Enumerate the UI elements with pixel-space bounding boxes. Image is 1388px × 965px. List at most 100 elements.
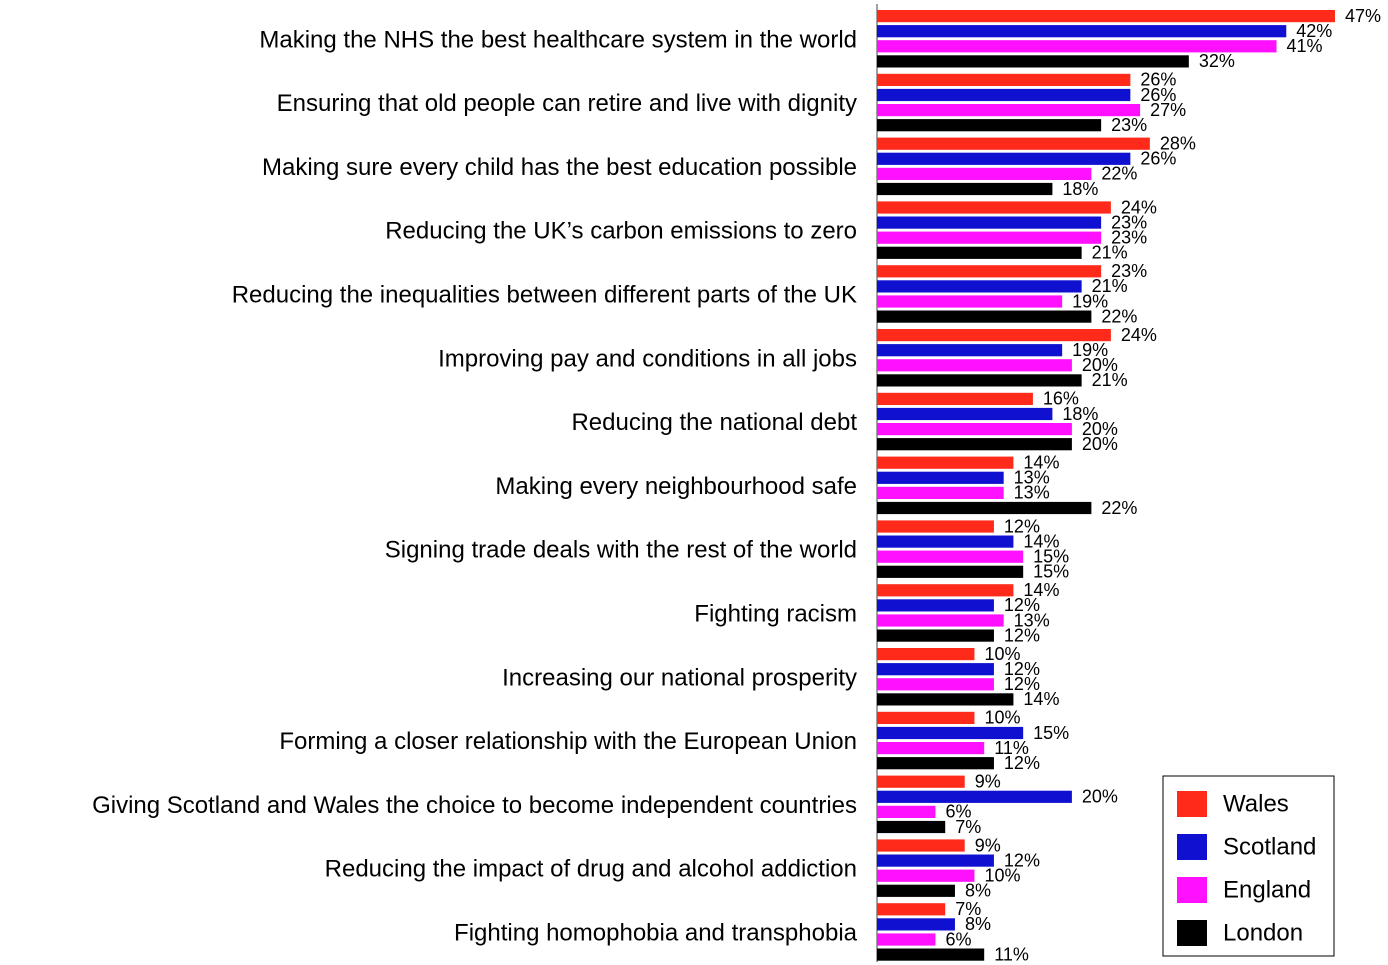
data-label-england: 11% [994, 738, 1029, 758]
data-label-scotland: 8% [965, 914, 991, 934]
data-label-scotland: 42% [1296, 21, 1332, 41]
bar-wales [877, 456, 1014, 469]
bar-wales [877, 73, 1131, 86]
data-label-wales: 24% [1121, 197, 1157, 217]
bar-scotland [877, 152, 1131, 165]
bar-england [877, 742, 985, 755]
bar-wales [877, 265, 1102, 278]
bar-london [877, 884, 955, 897]
data-label-scotland: 26% [1140, 85, 1176, 105]
bar-london [877, 820, 946, 834]
data-label-london: 14% [1023, 689, 1059, 709]
bar-wales [877, 329, 1111, 342]
data-label-wales: 24% [1121, 325, 1157, 345]
data-label-england: 12% [1004, 674, 1040, 694]
data-label-wales: 10% [984, 644, 1020, 664]
category-label: Improving pay and conditions in all jobs [438, 345, 857, 372]
data-label-london: 21% [1092, 243, 1128, 263]
data-label-london: 7% [955, 817, 981, 837]
bar-london [877, 246, 1082, 259]
legend-swatch-scotland [1177, 834, 1207, 860]
data-label-wales: 47% [1345, 6, 1381, 26]
bar-scotland [877, 344, 1063, 357]
legend-label-wales: Wales [1223, 790, 1289, 817]
data-label-london: 12% [1004, 625, 1040, 645]
category-label: Reducing the inequalities between differ… [232, 282, 857, 309]
bar-wales [877, 137, 1150, 150]
data-label-england: 22% [1101, 164, 1137, 184]
category-label: Making sure every child has the best edu… [262, 154, 857, 181]
bar-scotland [877, 216, 1102, 229]
bar-wales [877, 775, 965, 788]
data-label-scotland: 19% [1072, 340, 1108, 360]
data-label-wales: 7% [955, 899, 981, 919]
data-label-scotland: 13% [1014, 468, 1050, 488]
bar-scotland [877, 663, 994, 676]
data-label-scotland: 21% [1092, 276, 1128, 296]
bar-wales [877, 711, 975, 724]
data-label-england: 6% [945, 929, 971, 949]
legend-label-england: England [1223, 876, 1311, 903]
category-label: Fighting homophobia and transphobia [454, 920, 858, 947]
data-label-england: 20% [1082, 419, 1118, 439]
bar-london [877, 501, 1092, 515]
bar-london [877, 119, 1102, 132]
data-label-england: 10% [984, 865, 1020, 885]
bar-england [877, 231, 1102, 244]
legend-swatch-wales [1177, 791, 1207, 817]
data-label-wales: 26% [1140, 70, 1176, 90]
legend-label-london: London [1223, 919, 1303, 946]
bar-england [877, 104, 1141, 117]
data-label-scotland: 20% [1082, 787, 1118, 807]
category-label: Fighting racism [694, 601, 857, 628]
bar-scotland [877, 790, 1072, 803]
data-label-wales: 9% [975, 771, 1001, 791]
bar-scotland [877, 407, 1053, 421]
data-label-london: 22% [1101, 306, 1137, 326]
bar-london [877, 757, 994, 770]
category-label: Forming a closer relationship with the E… [279, 728, 857, 755]
data-label-scotland: 15% [1033, 723, 1069, 743]
category-label: Reducing the UK’s carbon emissions to ze… [385, 218, 857, 245]
bar-wales [877, 520, 994, 533]
data-label-scotland: 18% [1062, 404, 1098, 424]
category-label: Reducing the impact of drug and alcohol … [325, 856, 857, 883]
data-label-wales: 14% [1023, 452, 1059, 472]
data-label-wales: 16% [1043, 389, 1079, 409]
bar-london [877, 374, 1082, 387]
data-label-scotland: 12% [1004, 595, 1040, 615]
bar-wales [877, 648, 975, 661]
bar-wales [877, 839, 965, 852]
bar-scotland [877, 88, 1131, 102]
data-label-england: 6% [945, 802, 971, 822]
data-label-london: 12% [1004, 753, 1040, 773]
data-label-wales: 14% [1023, 580, 1059, 600]
data-label-london: 15% [1033, 562, 1069, 582]
bar-scotland [877, 854, 994, 867]
category-label: Increasing our national prosperity [502, 664, 857, 691]
data-label-england: 15% [1033, 546, 1069, 566]
bar-london [877, 182, 1053, 196]
bar-wales [877, 10, 1335, 23]
category-label: Making every neighbourhood safe [495, 473, 857, 500]
data-label-england: 13% [1014, 610, 1050, 630]
bar-scotland [877, 535, 1014, 548]
data-label-wales: 23% [1111, 261, 1147, 281]
bar-england [877, 805, 936, 818]
data-label-wales: 9% [975, 835, 1001, 855]
category-label: Giving Scotland and Wales the choice to … [92, 792, 857, 819]
bar-scotland [877, 918, 955, 931]
data-label-london: 22% [1101, 498, 1137, 518]
data-label-wales: 28% [1160, 133, 1196, 153]
bar-england [877, 486, 1004, 499]
bar-england [877, 40, 1277, 53]
bar-england [877, 550, 1024, 563]
data-label-england: 41% [1287, 36, 1323, 56]
legend-label-scotland: Scotland [1223, 833, 1316, 860]
bar-england [877, 423, 1072, 436]
data-label-scotland: 14% [1023, 531, 1059, 551]
legend-swatch-london [1177, 920, 1207, 946]
bar-scotland [877, 280, 1082, 293]
bar-london [877, 438, 1072, 451]
